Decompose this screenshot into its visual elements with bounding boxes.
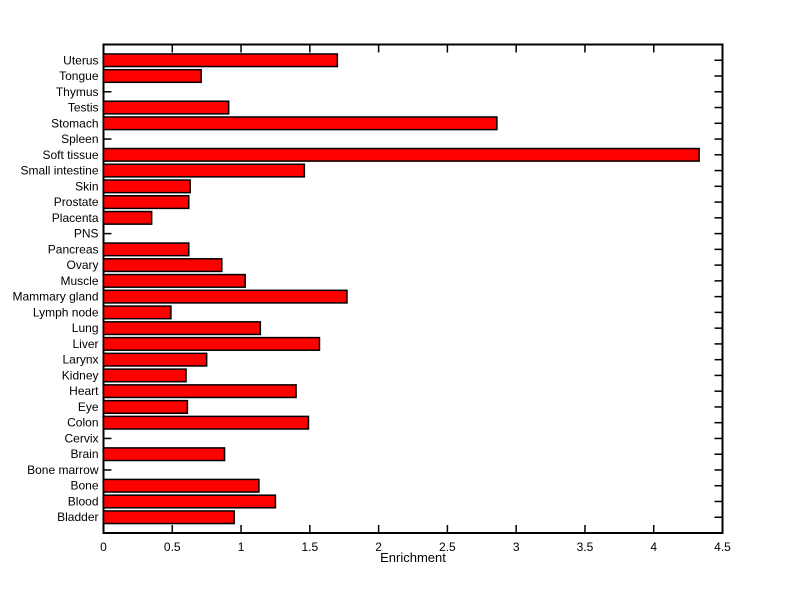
category-label-cervix: Cervix <box>64 431 98 445</box>
x-tick-label: 1 <box>238 540 245 554</box>
bar-tongue <box>102 68 202 84</box>
bar-ovary <box>102 258 223 273</box>
x-tick-label: 3 <box>513 540 520 554</box>
category-label-eye: Eye <box>78 400 99 414</box>
category-label-thymus: Thymus <box>56 85 99 99</box>
category-label-ovary: Ovary <box>66 258 98 272</box>
category-label-heart: Heart <box>69 384 99 398</box>
category-label-uterus: Uterus <box>63 53 98 67</box>
x-tick-label: 2 <box>375 540 382 554</box>
category-label-liver: Liver <box>72 337 98 351</box>
category-label-muscle: Muscle <box>60 274 98 288</box>
category-label-tongue: Tongue <box>59 69 99 83</box>
category-label-lymph-node: Lymph node <box>33 305 99 319</box>
bar-larynx <box>102 352 208 367</box>
bar-soft-tissue <box>102 147 700 162</box>
bar-skin <box>102 179 191 194</box>
category-label-small-intestine: Small intestine <box>20 164 98 178</box>
bar-small-intestine <box>102 163 306 178</box>
bar-placenta <box>102 210 153 225</box>
x-tick-label: 4 <box>650 540 657 554</box>
category-label-pancreas: Pancreas <box>48 242 99 256</box>
bar-blood <box>102 494 277 509</box>
category-label-lung: Lung <box>72 321 99 335</box>
category-label-placenta: Placenta <box>52 211 99 225</box>
x-tick-label: 0 <box>100 540 107 554</box>
category-label-larynx: Larynx <box>62 353 98 367</box>
category-label-bladder: Bladder <box>57 510 98 524</box>
category-label-bone-marrow: Bone marrow <box>27 463 99 477</box>
category-label-testis: Testis <box>68 101 99 115</box>
bar-heart <box>102 384 297 399</box>
bar-kidney <box>102 368 187 383</box>
bar-stomach <box>102 116 498 131</box>
bar-prostate <box>102 195 190 210</box>
category-label-prostate: Prostate <box>54 195 99 209</box>
category-label-blood: Blood <box>68 494 99 508</box>
bar-liver <box>102 336 321 351</box>
category-label-spleen: Spleen <box>61 132 98 146</box>
category-label-colon: Colon <box>67 416 98 430</box>
x-tick-label: 0.5 <box>164 540 181 554</box>
bar-lung <box>102 321 262 336</box>
bar-uterus <box>102 53 339 68</box>
bar-testis <box>102 100 230 115</box>
category-label-stomach: Stomach <box>51 116 98 130</box>
category-label-brain: Brain <box>70 447 98 461</box>
category-label-soft-tissue: Soft tissue <box>42 148 98 162</box>
category-label-kidney: Kidney <box>62 368 99 382</box>
category-label-bone: Bone <box>70 479 98 493</box>
x-tick-label: 4.5 <box>714 540 731 554</box>
bar-muscle <box>102 273 246 288</box>
bar-pancreas <box>102 242 190 257</box>
category-label-mammary-gland: Mammary gland <box>12 290 98 304</box>
x-axis-label: Enrichment <box>380 550 446 565</box>
category-label-skin: Skin <box>75 179 98 193</box>
bar-eye <box>102 399 189 414</box>
x-tick-label: 2.5 <box>439 540 456 554</box>
bar-mammary-gland <box>102 289 348 304</box>
bar-bladder <box>102 510 235 525</box>
bar-lymph-node <box>102 305 172 320</box>
category-label-pns: PNS <box>74 227 99 241</box>
bar-colon <box>102 415 310 430</box>
bar-bone <box>102 478 260 493</box>
bar-brain <box>102 447 226 462</box>
x-tick-label: 3.5 <box>577 540 594 554</box>
x-tick-label: 1.5 <box>301 540 318 554</box>
